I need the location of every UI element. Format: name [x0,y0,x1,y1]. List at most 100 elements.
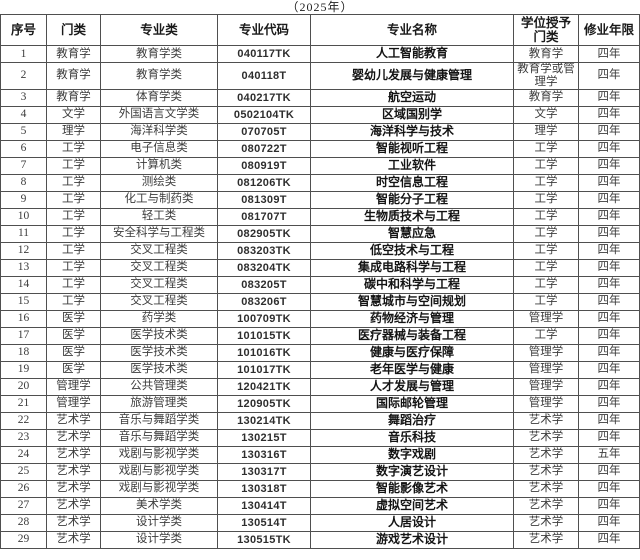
cell-index: 17 [0,326,47,345]
cell-major-name: 游戏艺术设计 [310,530,514,549]
cell-major-code: 082905TK [217,224,311,243]
new-majors-table: 序号 门类 专业类 专业代码 专业名称 学位授予门类 修业年限 1 教育学 教育学类… [0,14,640,549]
cell-duration: 四年 [578,224,640,243]
cell-duration: 四年 [578,62,640,90]
cell-index: 21 [0,394,47,413]
cell-degree: 工学 [513,258,579,277]
cell-degree: 工学 [513,224,579,243]
table-row: 20 管理学 公共管理类 120421TK 人才发展与管理 管理学 四年 [0,377,640,396]
cell-major-code: 0502104TK [217,105,311,124]
cell-category: 医学 [46,326,101,345]
table-row: 15 工学 交叉工程类 083206T 智慧城市与空间规划 工学 四年 [0,292,640,311]
header-duration: 修业年限 [578,14,640,46]
cell-duration: 四年 [578,156,640,175]
cell-major-class: 音乐与舞蹈学类 [100,428,218,447]
cell-index: 3 [0,88,47,107]
cell-major-code: 120905TK [217,394,311,413]
table-row: 24 艺术学 戏剧与影视学类 130316T 数字戏剧 艺术学 五年 [0,445,640,464]
cell-degree: 工学 [513,241,579,260]
cell-major-code: 040118T [217,62,311,90]
cell-duration: 四年 [578,190,640,209]
cell-category: 艺术学 [46,428,101,447]
cell-major-class: 交叉工程类 [100,258,218,277]
cell-category: 艺术学 [46,411,101,430]
cell-duration: 四年 [578,411,640,430]
cell-major-class: 测绘类 [100,173,218,192]
cell-major-code: 130414T [217,496,311,515]
cell-major-class: 电子信息类 [100,139,218,158]
cell-index: 25 [0,462,47,481]
cell-category: 教育学 [46,62,101,90]
table-row: 19 医学 医学技术类 101017TK 老年医学与健康 管理学 四年 [0,360,640,379]
cell-major-name: 国际邮轮管理 [310,394,514,413]
cell-major-name: 人工智能教育 [310,45,514,63]
cell-degree: 艺术学 [513,513,579,532]
cell-category: 工学 [46,156,101,175]
cell-duration: 四年 [578,513,640,532]
cell-degree: 管理学 [513,309,579,328]
cell-major-name: 低空技术与工程 [310,241,514,260]
header-category: 门类 [46,14,101,46]
cell-major-name: 碳中和科学与工程 [310,275,514,294]
cell-major-class: 体育学类 [100,88,218,107]
cell-degree: 工学 [513,292,579,311]
cell-duration: 四年 [578,292,640,311]
cell-duration: 四年 [578,45,640,63]
cell-major-class: 设计学类 [100,530,218,549]
table-row: 3 教育学 体育学类 040217TK 航空运动 教育学 四年 [0,88,640,107]
cell-major-name: 数字戏剧 [310,445,514,464]
cell-duration: 四年 [578,360,640,379]
cell-duration: 四年 [578,428,640,447]
cell-major-name: 医疗器械与装备工程 [310,326,514,345]
cell-category: 工学 [46,224,101,243]
cell-major-class: 交叉工程类 [100,241,218,260]
cell-major-code: 083204TK [217,258,311,277]
cell-degree: 管理学 [513,360,579,379]
cell-category: 工学 [46,190,101,209]
table-body: 1 教育学 教育学类 040117TK 人工智能教育 教育学 四年 2 教育学 教育学类 04011… [0,45,640,549]
cell-major-name: 音乐科技 [310,428,514,447]
cell-major-class: 教育学类 [100,45,218,63]
cell-category: 艺术学 [46,445,101,464]
cell-degree: 工学 [513,190,579,209]
table-header: 序号 门类 专业类 专业代码 专业名称 学位授予门类 修业年限 [0,14,640,46]
cell-major-code: 040117TK [217,45,311,63]
cell-major-class: 戏剧与影视学类 [100,479,218,498]
cell-index: 13 [0,258,47,277]
table-row: 17 医学 医学技术类 101015TK 医疗器械与装备工程 工学 四年 [0,326,640,345]
cell-major-class: 音乐与舞蹈学类 [100,411,218,430]
cell-category: 艺术学 [46,462,101,481]
table-row: 29 艺术学 设计学类 130515TK 游戏艺术设计 艺术学 四年 [0,530,640,549]
cell-category: 工学 [46,207,101,226]
cell-major-class: 交叉工程类 [100,275,218,294]
cell-index: 27 [0,496,47,515]
cell-duration: 四年 [578,479,640,498]
table-row: 8 工学 测绘类 081206TK 时空信息工程 工学 四年 [0,173,640,192]
cell-major-code: 130317T [217,462,311,481]
cell-major-name: 健康与医疗保障 [310,343,514,362]
cell-index: 15 [0,292,47,311]
cell-category: 工学 [46,275,101,294]
cell-index: 28 [0,513,47,532]
cell-major-class: 计算机类 [100,156,218,175]
cell-index: 29 [0,530,47,549]
cell-major-name: 区域国别学 [310,105,514,124]
cell-major-name: 智能分子工程 [310,190,514,209]
table-row: 2 教育学 教育学类 040118T 婴幼儿发展与健康管理 教育学或管理学 四年 [0,62,640,90]
table-row: 27 艺术学 美术学类 130414T 虚拟空间艺术 艺术学 四年 [0,496,640,515]
cell-duration: 四年 [578,105,640,124]
header-degree: 学位授予门类 [513,14,579,46]
cell-degree: 工学 [513,275,579,294]
table-row: 16 医学 药学类 100709TK 药物经济与管理 管理学 四年 [0,309,640,328]
cell-major-class: 化工与制药类 [100,190,218,209]
cell-category: 工学 [46,173,101,192]
table-row: 14 工学 交叉工程类 083205T 碳中和科学与工程 工学 四年 [0,275,640,294]
page-title: （2025年） [286,0,354,14]
header-major-code: 专业代码 [217,14,311,46]
cell-category: 工学 [46,258,101,277]
cell-major-code: 130318T [217,479,311,498]
table-row: 22 艺术学 音乐与舞蹈学类 130214TK 舞蹈治疗 艺术学 四年 [0,411,640,430]
cell-index: 9 [0,190,47,209]
table-row: 12 工学 交叉工程类 083203TK 低空技术与工程 工学 四年 [0,241,640,260]
